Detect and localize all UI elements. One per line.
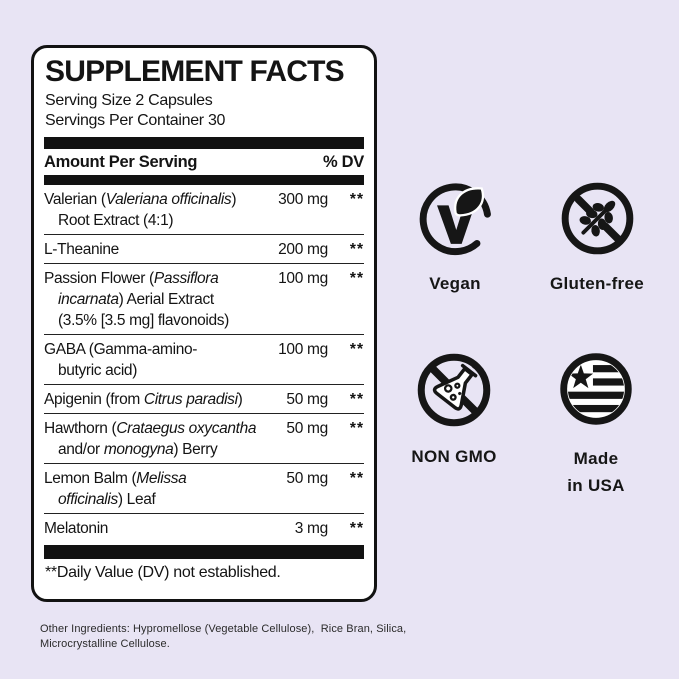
made-in-usa-icon xyxy=(558,351,634,427)
dv-value: ** xyxy=(349,340,364,358)
servings-per-container: Servings Per Container 30 xyxy=(45,112,226,130)
dv-value: ** xyxy=(349,190,364,208)
badge-label-non-gmo: NON GMO xyxy=(411,447,497,466)
badge-non-gmo: NON GMO xyxy=(404,351,504,467)
amount-value: 50 mg xyxy=(286,469,328,487)
badge-label-line: in USA xyxy=(567,476,625,495)
badge-gluten-free: Gluten-free xyxy=(548,180,646,294)
other-ingredients-line: Other Ingredients: Hypromellose (Vegetab… xyxy=(40,623,407,635)
dv-footnote: **Daily Value (DV) not established. xyxy=(45,564,281,582)
amount-value: 100 mg xyxy=(278,340,328,358)
column-header-row: Amount Per Serving % DV xyxy=(44,149,364,175)
divider-bar-header xyxy=(44,175,364,186)
badge-label-vegan: Vegan xyxy=(429,274,481,293)
ingredient-row: Lemon Balm (Melissa officinalis) Leaf 50 m… xyxy=(44,463,364,513)
badge-label-gluten-free: Gluten-free xyxy=(550,274,644,293)
panel-title: SUPPLEMENT FACTS xyxy=(45,55,345,88)
gluten-free-icon xyxy=(559,180,636,257)
ingredient-row: Apigenin (from Citrus paradisi) 50 mg ** xyxy=(44,384,364,413)
badge-label-line: Made xyxy=(573,449,619,468)
amount-value: 50 mg xyxy=(286,419,328,437)
serving-size: Serving Size 2 Capsules xyxy=(45,92,213,110)
ingredient-name: L-Theanine xyxy=(44,240,119,258)
ingredient-row: Valerian (Valeriana officinalis) Root Ext… xyxy=(44,185,364,234)
ingredient-name: Apigenin (from Citrus paradisi) xyxy=(44,390,243,408)
amount-value: 300 mg xyxy=(278,190,328,208)
amount-value: 3 mg xyxy=(294,519,329,537)
other-ingredients: Other Ingredients: Hypromellose (Vegetab… xyxy=(40,622,407,652)
non-gmo-icon xyxy=(415,351,493,429)
dv-value: ** xyxy=(349,390,364,408)
ingredient-row: L-Theanine 200 mg ** xyxy=(44,234,364,263)
dv-value: ** xyxy=(349,419,364,437)
amount-value: 100 mg xyxy=(278,269,328,287)
badge-vegan: Vegan xyxy=(406,180,504,294)
ingredient-name: GABA (Gamma-amino-butyric acid) xyxy=(44,340,198,379)
dv-value: ** xyxy=(349,519,364,537)
ingredient-row: Hawthorn (Crataegus oxycantha and/or mono… xyxy=(44,413,364,463)
ingredient-name: Lemon Balm (Melissa officinalis) Leaf xyxy=(44,469,187,508)
badge-made-in-usa: Made in USA xyxy=(547,351,645,499)
ingredient-rows: Valerian (Valeriana officinalis) Root Ext… xyxy=(44,185,364,542)
dv-value: ** xyxy=(349,469,364,487)
dv-value: ** xyxy=(349,240,364,258)
amount-per-serving-header: Amount Per Serving xyxy=(44,153,198,172)
ingredient-name: Passion Flower (Passiflora incarnata) Aer… xyxy=(44,269,229,329)
ingredient-row: GABA (Gamma-amino-butyric acid) 100 mg ** xyxy=(44,334,364,384)
divider-bar-bottom xyxy=(44,545,364,560)
badge-label-made-in-usa: Made in USA xyxy=(567,445,625,499)
dv-header: % DV xyxy=(323,153,364,172)
amount-value: 50 mg xyxy=(286,390,328,408)
ingredient-row: Melatonin 3 mg ** xyxy=(44,513,364,542)
vegan-icon xyxy=(417,180,494,257)
ingredient-name: Valerian (Valeriana officinalis) Root Ext… xyxy=(44,190,237,229)
ingredient-row: Passion Flower (Passiflora incarnata) Aer… xyxy=(44,263,364,334)
amount-value: 200 mg xyxy=(278,240,328,258)
ingredient-name: Melatonin xyxy=(44,519,109,537)
divider-bar-top xyxy=(44,137,364,150)
ingredient-name: Hawthorn (Crataegus oxycantha and/or mono… xyxy=(44,419,257,458)
dv-value: ** xyxy=(349,269,364,287)
supplement-facts-panel: SUPPLEMENT FACTS Serving Size 2 Capsules… xyxy=(31,45,377,602)
other-ingredients-line: Microcrystalline Cellulose. xyxy=(40,638,170,650)
